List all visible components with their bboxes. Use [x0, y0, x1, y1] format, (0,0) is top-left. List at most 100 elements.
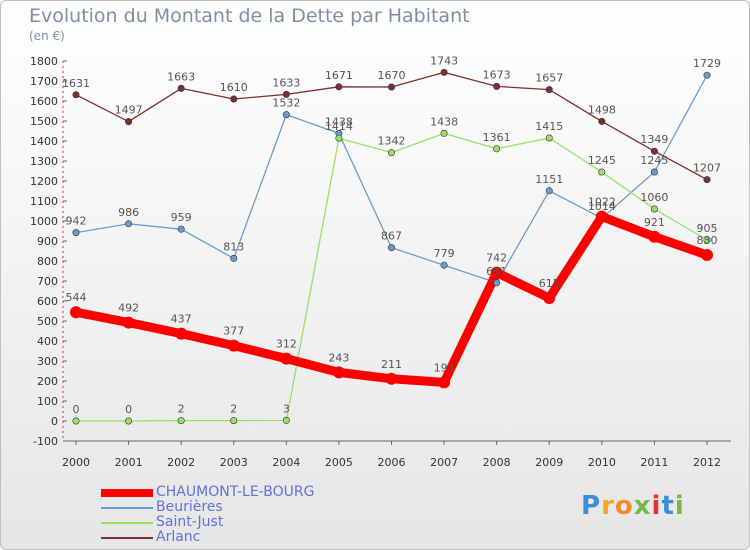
x-tick-label: 2005 [325, 456, 353, 469]
data-point-arlanc [545, 86, 553, 94]
data-point-saint_just [440, 129, 448, 137]
y-tick-label: 1800 [30, 55, 58, 68]
data-label-arlanc: 1670 [378, 69, 406, 82]
data-point-beurieres [282, 111, 290, 119]
data-point-arlanc [650, 147, 658, 155]
data-point-chaumont [385, 372, 398, 385]
data-label-chaumont: 211 [381, 358, 402, 371]
data-label-beurieres: 867 [381, 230, 402, 243]
data-point-chaumont [122, 316, 135, 329]
legend-swatch-beurieres [101, 507, 153, 509]
data-point-chaumont [543, 292, 556, 304]
data-label-saint_just: 3 [283, 402, 290, 415]
x-tick-label: 2012 [693, 456, 721, 469]
data-label-beurieres: 1245 [640, 154, 668, 167]
data-labels: 942 986 959 813 1532 1438 867 779 691 1151 1014 124… [62, 54, 721, 416]
data-point-chaumont [438, 376, 451, 389]
data-point-saint_just [72, 417, 80, 425]
data-point-chaumont [595, 210, 608, 223]
y-tick-label: 0 [51, 415, 58, 428]
data-label-beurieres: 779 [434, 247, 455, 260]
data-label-beurieres: 1438 [325, 115, 353, 128]
y-tick-label: 600 [37, 295, 58, 308]
data-point-saint_just [282, 416, 290, 424]
data-point-beurieres [72, 229, 80, 237]
y-tick-label: 200 [37, 375, 58, 388]
data-point-saint_just [650, 205, 658, 213]
legend-label-beurieres: Beurières [156, 499, 223, 515]
x-tick-label: 2007 [430, 456, 458, 469]
legend-label-arlanc: Arlanc [156, 529, 201, 545]
x-tick-label: 2010 [588, 456, 616, 469]
legend-label-chaumont: CHAUMONT-LE-BOURG [156, 484, 315, 500]
y-tick-label: 1700 [30, 75, 58, 88]
data-label-arlanc: 1497 [115, 104, 143, 117]
data-point-arlanc [335, 83, 343, 91]
y-tick-label: 1000 [30, 215, 58, 228]
data-point-arlanc [177, 84, 185, 92]
data-label-chaumont: 742 [486, 252, 507, 265]
y-tick-label: 1200 [30, 175, 58, 188]
data-point-chaumont [175, 327, 188, 340]
proxiti-logo: Proxiti [581, 491, 685, 521]
series-points [70, 68, 713, 425]
data-label-saint_just: 1414 [325, 120, 353, 133]
data-point-beurieres [650, 168, 658, 176]
data-label-beurieres: 959 [171, 211, 192, 224]
axes: -100010020030040050060070080090010001100… [30, 55, 731, 469]
x-tick-label: 2006 [378, 456, 406, 469]
data-point-saint_just [230, 417, 238, 425]
data-label-beurieres: 1014 [588, 200, 616, 213]
data-label-arlanc: 1673 [483, 68, 511, 81]
data-label-arlanc: 1498 [588, 103, 616, 116]
data-point-chaumont [490, 266, 503, 279]
data-point-arlanc [282, 90, 290, 98]
data-point-beurieres [703, 71, 711, 79]
data-label-arlanc: 1349 [640, 133, 668, 146]
data-label-saint_just: 1342 [378, 135, 406, 148]
data-label-saint_just: 1245 [588, 154, 616, 167]
legend-label-saint-just: Saint-Just [156, 514, 224, 530]
x-tick-label: 2004 [272, 456, 300, 469]
legend-swatch-chaumont [101, 489, 153, 497]
data-label-chaumont: 921 [644, 216, 665, 229]
data-point-beurieres [230, 254, 238, 262]
data-point-saint_just [387, 149, 395, 157]
data-label-beurieres: 942 [66, 215, 87, 228]
data-label-chaumont: 830 [697, 234, 718, 247]
data-label-saint_just: 0 [125, 403, 132, 416]
data-label-saint_just: 1361 [483, 131, 511, 144]
chart-subtitle: (en €) [29, 29, 65, 43]
data-label-arlanc: 1671 [325, 69, 353, 82]
data-point-beurieres [493, 279, 501, 287]
y-tick-label: 800 [37, 255, 58, 268]
data-point-saint_just [545, 134, 553, 142]
y-tick-label: 1300 [30, 155, 58, 168]
data-point-saint_just [335, 134, 343, 142]
data-label-beurieres: 1729 [693, 57, 721, 70]
data-label-saint_just: 1415 [535, 120, 563, 133]
data-label-beurieres: 1151 [535, 173, 563, 186]
data-label-arlanc: 1663 [167, 70, 195, 83]
data-point-saint_just [703, 236, 711, 244]
data-label-beurieres: 813 [223, 240, 244, 253]
data-point-saint_just [598, 168, 606, 176]
y-tick-label: 1500 [30, 115, 58, 128]
data-point-saint_just [125, 417, 133, 425]
data-label-chaumont: 615 [539, 277, 560, 290]
data-label-arlanc: 1743 [430, 54, 458, 67]
data-label-chaumont: 492 [118, 302, 139, 315]
data-label-chaumont: 193 [434, 361, 455, 374]
data-label-arlanc: 1631 [62, 77, 90, 90]
data-point-arlanc [598, 117, 606, 125]
data-point-arlanc [440, 68, 448, 76]
y-tick-label: 100 [37, 395, 58, 408]
y-tick-label: 400 [37, 335, 58, 348]
data-point-arlanc [72, 91, 80, 99]
data-point-arlanc [230, 95, 238, 103]
x-tick-label: 2001 [115, 456, 143, 469]
data-point-chaumont [701, 249, 713, 261]
data-label-saint_just: 905 [697, 222, 718, 235]
data-point-chaumont [227, 339, 240, 352]
